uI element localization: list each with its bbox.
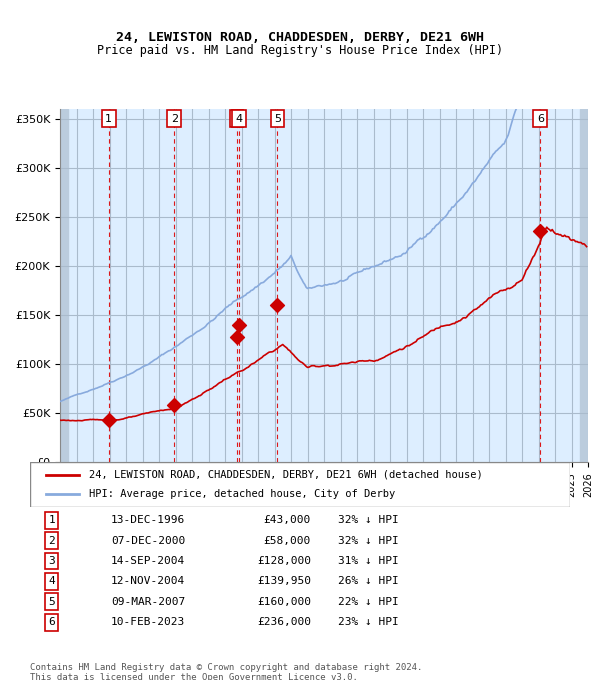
Text: 6: 6	[48, 617, 55, 627]
Text: 22% ↓ HPI: 22% ↓ HPI	[338, 597, 398, 607]
Text: HPI: Average price, detached house, City of Derby: HPI: Average price, detached house, City…	[89, 489, 395, 499]
Text: 23% ↓ HPI: 23% ↓ HPI	[338, 617, 398, 627]
Text: 09-MAR-2007: 09-MAR-2007	[111, 597, 185, 607]
Text: 31% ↓ HPI: 31% ↓ HPI	[338, 556, 398, 566]
Point	[232, 331, 241, 342]
Bar	[580, 109, 588, 462]
Text: £160,000: £160,000	[257, 597, 311, 607]
Text: 13-DEC-1996: 13-DEC-1996	[111, 515, 185, 525]
Text: 24, LEWISTON ROAD, CHADDESDEN, DERBY, DE21 6WH: 24, LEWISTON ROAD, CHADDESDEN, DERBY, DE…	[116, 31, 484, 44]
Text: 10-FEB-2023: 10-FEB-2023	[111, 617, 185, 627]
Text: 32% ↓ HPI: 32% ↓ HPI	[338, 536, 398, 545]
Text: 6: 6	[537, 114, 544, 124]
Text: 26% ↓ HPI: 26% ↓ HPI	[338, 577, 398, 586]
Text: Price paid vs. HM Land Registry's House Price Index (HPI): Price paid vs. HM Land Registry's House …	[97, 44, 503, 57]
Text: 24, LEWISTON ROAD, CHADDESDEN, DERBY, DE21 6WH (detached house): 24, LEWISTON ROAD, CHADDESDEN, DERBY, DE…	[89, 470, 483, 480]
Text: 12-NOV-2004: 12-NOV-2004	[111, 577, 185, 586]
Text: £43,000: £43,000	[263, 515, 311, 525]
Text: £128,000: £128,000	[257, 556, 311, 566]
Point	[104, 415, 113, 426]
Text: 14-SEP-2004: 14-SEP-2004	[111, 556, 185, 566]
Text: £139,950: £139,950	[257, 577, 311, 586]
Text: 1: 1	[105, 114, 112, 124]
Text: 5: 5	[274, 114, 281, 124]
Text: 2: 2	[171, 114, 178, 124]
Text: 3: 3	[48, 556, 55, 566]
Text: 5: 5	[48, 597, 55, 607]
Text: 07-DEC-2000: 07-DEC-2000	[111, 536, 185, 545]
Bar	[60, 109, 68, 462]
Point	[272, 300, 282, 311]
Text: This data is licensed under the Open Government Licence v3.0.: This data is licensed under the Open Gov…	[30, 673, 358, 680]
Text: 4: 4	[236, 114, 243, 124]
Text: Contains HM Land Registry data © Crown copyright and database right 2024.: Contains HM Land Registry data © Crown c…	[30, 663, 422, 672]
Text: £58,000: £58,000	[263, 536, 311, 545]
Point	[536, 225, 545, 236]
Text: 1: 1	[48, 515, 55, 525]
Text: 3: 3	[233, 114, 240, 124]
Text: £236,000: £236,000	[257, 617, 311, 627]
Text: 2: 2	[48, 536, 55, 545]
Point	[235, 320, 244, 330]
FancyBboxPatch shape	[30, 462, 570, 507]
Text: 32% ↓ HPI: 32% ↓ HPI	[338, 515, 398, 525]
Point	[170, 400, 179, 411]
Text: 4: 4	[48, 577, 55, 586]
